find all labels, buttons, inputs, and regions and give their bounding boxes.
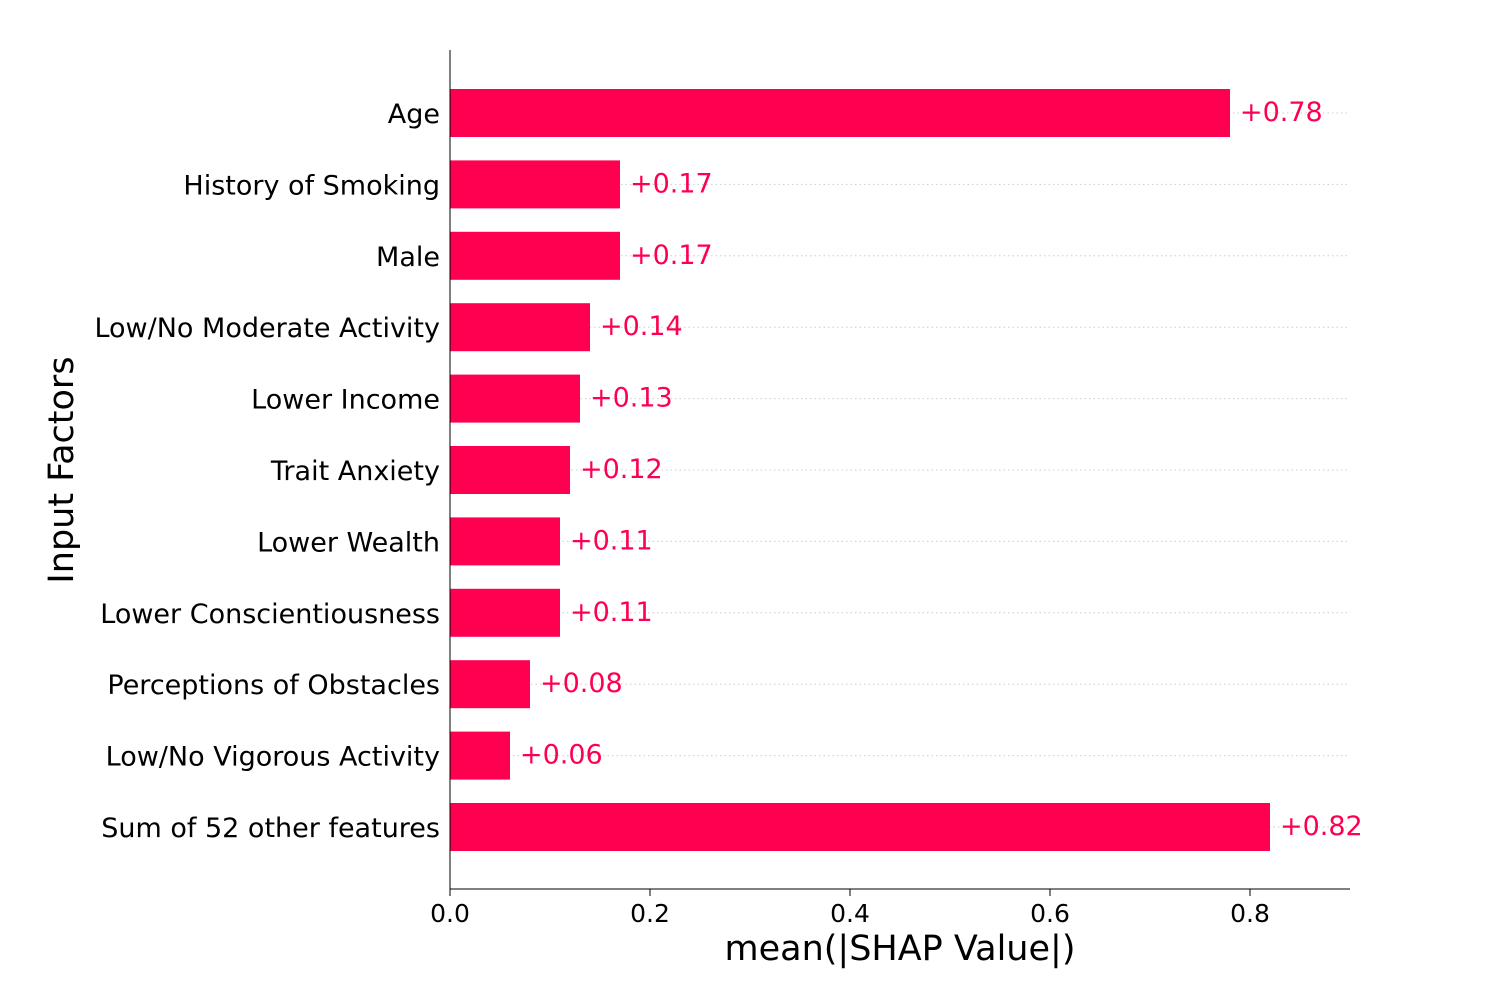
x-tick-label: 0.8: [1230, 899, 1270, 928]
category-label: Low/No Vigorous Activity: [106, 742, 440, 773]
bars: [450, 89, 1270, 851]
bar: [450, 303, 590, 352]
category-label: Age: [388, 99, 440, 130]
x-tick-label: 0.2: [630, 899, 670, 928]
bar: [450, 588, 560, 637]
category-label: Lower Income: [251, 385, 440, 416]
x-tick-label: 0.6: [1030, 899, 1070, 928]
value-label: +0.13: [590, 383, 673, 414]
bar: [450, 446, 570, 494]
bar: [450, 803, 1270, 851]
category-labels: Age History of Smoking Male Low/No Moderate…: [94, 99, 440, 844]
value-label: +0.08: [540, 668, 623, 699]
x-tick-label: 0.0: [430, 899, 470, 928]
bar: [450, 160, 620, 209]
value-label: +0.11: [570, 597, 653, 628]
value-label: +0.78: [1240, 97, 1323, 128]
value-label: +0.14: [600, 311, 683, 342]
bar: [450, 517, 560, 566]
x-axis-title: mean(|SHAP Value|): [725, 929, 1076, 969]
value-label: +0.06: [520, 740, 603, 771]
value-label: +0.17: [630, 240, 713, 271]
bar: [450, 231, 620, 280]
value-label: +0.17: [630, 168, 713, 199]
category-label: Low/No Moderate Activity: [94, 313, 440, 344]
bar: [450, 660, 530, 709]
x-tick-label: 0.4: [830, 899, 870, 928]
category-label: History of Smoking: [183, 170, 440, 201]
category-label: Sum of 52 other features: [101, 813, 440, 844]
bar: [450, 731, 510, 780]
category-label: Trait Anxiety: [270, 456, 440, 487]
value-label: +0.11: [570, 525, 653, 556]
category-label: Male: [376, 242, 440, 273]
value-label: +0.82: [1280, 811, 1363, 842]
bar: [450, 374, 580, 423]
value-label: +0.12: [580, 454, 663, 485]
category-label: Lower Wealth: [257, 527, 440, 558]
value-labels: +0.78 +0.17 +0.17 +0.14 +0.13 +0.12 +0.11 +0.11…: [520, 97, 1363, 842]
x-axis-ticks: 0.0 0.2 0.4 0.6 0.8: [430, 889, 1270, 928]
bar: [450, 89, 1230, 137]
category-label: Perceptions of Obstacles: [107, 670, 440, 701]
y-axis-title: Input Factors: [42, 356, 82, 583]
grid-lines: [450, 112, 1350, 828]
category-label: Lower Conscientiousness: [100, 599, 440, 630]
